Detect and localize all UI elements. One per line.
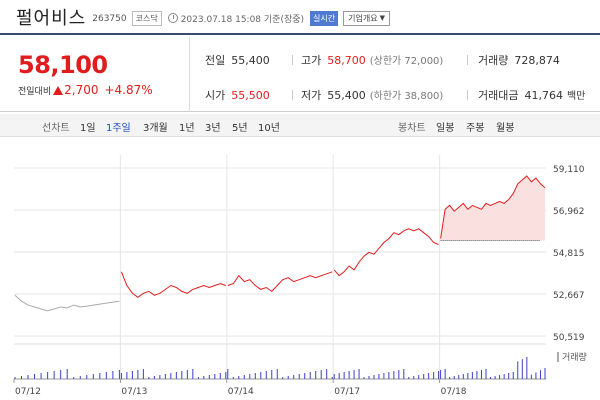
x-tick-label: 07/13 <box>121 387 147 397</box>
candle-weekly[interactable]: 주봉 <box>466 123 485 134</box>
price-area-fill <box>440 176 545 241</box>
y-tick-label: 59,110 <box>553 165 585 175</box>
stat-unit: 백만 <box>566 91 586 102</box>
divider <box>467 55 468 65</box>
stat-open: 시가 55,500 <box>205 87 270 103</box>
stat-amount: 거래대금 41,764 백만 <box>478 87 585 103</box>
company-info-button[interactable]: 기업개요 ▼ <box>343 10 390 26</box>
stat-value: 41,764 <box>524 89 563 102</box>
realtime-button[interactable]: 실시간 <box>310 10 339 26</box>
stat-value: 55,500 <box>231 89 270 102</box>
price-line-07-17 <box>333 228 439 277</box>
market-badge: 코스닥 <box>131 10 162 26</box>
company-name: 펄어비스 <box>16 7 87 29</box>
chart-svg: 59,110 56,962 54,815 52,667 50,519 거래량 07/12 07… <box>13 155 587 397</box>
x-tick-label: 07/12 <box>15 387 41 397</box>
candle-monthly[interactable]: 월봉 <box>496 123 515 134</box>
period-5y[interactable]: 5년 <box>232 123 248 134</box>
y-tick-label: 50,519 <box>553 333 585 343</box>
price-summary: 58,100 전일대비 2,700 +4.87% 전일 55,400 시가 55… <box>0 37 600 112</box>
volume-label: 거래량 <box>562 351 587 363</box>
price-line-07-18 <box>440 175 546 239</box>
stock-code: 263750 <box>92 13 127 24</box>
stat-value: 55,400 <box>327 89 366 102</box>
stat-value: 55,400 <box>231 54 270 67</box>
change-label: 전일대비 <box>18 86 52 97</box>
period-10y[interactable]: 10년 <box>258 123 280 134</box>
divider <box>292 55 293 65</box>
divider <box>467 90 468 100</box>
stat-value: 728,874 <box>514 54 560 67</box>
divider <box>292 90 293 100</box>
y-tick-label: 52,667 <box>553 291 585 301</box>
stat-label: 거래대금 <box>478 89 519 102</box>
timestamp: 2023.07.18 15:08 기준(장중) <box>180 14 305 25</box>
y-tick-label: 56,962 <box>553 207 585 217</box>
stat-low: 저가 55,400 (하한가 38,800) <box>301 87 443 103</box>
chart-period-toolbar: 선차트 1일 1주일 3개월 1년 3년 5년 10년 봉차트 일봉 주봉 월봉 <box>0 114 600 137</box>
up-arrow-icon <box>53 85 64 95</box>
price-line-07-12 <box>14 294 120 312</box>
price-chart[interactable]: 59,110 56,962 54,815 52,667 50,519 거래량 07/12 07… <box>0 137 600 400</box>
stat-value: 58,700 <box>327 54 366 67</box>
period-1y[interactable]: 1년 <box>179 123 195 134</box>
stat-prev-close: 전일 55,400 <box>205 52 270 68</box>
change-percent: +4.87% <box>104 83 153 97</box>
price-line-07-14 <box>227 271 333 293</box>
change-row: 전일대비 2,700 +4.87% <box>18 83 153 97</box>
stat-label: 거래량 <box>478 54 509 67</box>
line-chart-label: 선차트 <box>42 123 70 134</box>
period-1d[interactable]: 1일 <box>80 123 96 134</box>
candle-chart-label: 봉차트 <box>398 123 426 134</box>
stat-high: 고가 58,700 (상한가 72,000) <box>301 52 443 68</box>
stat-sub: (하한가 38,800) <box>369 91 444 102</box>
stat-label: 시가 <box>205 89 226 102</box>
current-price-panel: 58,100 전일대비 2,700 +4.87% <box>0 37 190 112</box>
stat-volume: 거래량 728,874 <box>478 52 560 68</box>
clock-icon <box>167 13 178 23</box>
period-3m[interactable]: 3개월 <box>143 123 168 134</box>
price-line-07-13 <box>120 271 226 298</box>
company-info-label: 기업개요 <box>348 13 378 23</box>
period-1w[interactable]: 1주일 <box>106 123 131 134</box>
stat-label: 저가 <box>301 89 322 102</box>
stat-label: 고가 <box>301 54 322 67</box>
y-tick-label: 54,815 <box>553 249 585 259</box>
period-3y[interactable]: 3년 <box>205 123 221 134</box>
candle-daily[interactable]: 일봉 <box>436 123 455 134</box>
stat-label: 전일 <box>205 54 226 67</box>
x-tick-label: 07/18 <box>441 387 467 397</box>
stat-sub: (상한가 72,000) <box>369 56 444 67</box>
chevron-down-icon: ▼ <box>379 14 385 22</box>
change-amount: 2,700 <box>64 83 99 97</box>
current-price: 58,100 <box>18 51 108 79</box>
x-tick-label: 07/17 <box>334 387 360 397</box>
stock-header: 펄어비스 263750 코스닥 2023.07.18 15:08 기준(장중) … <box>0 0 600 35</box>
x-tick-label: 07/14 <box>228 387 254 397</box>
